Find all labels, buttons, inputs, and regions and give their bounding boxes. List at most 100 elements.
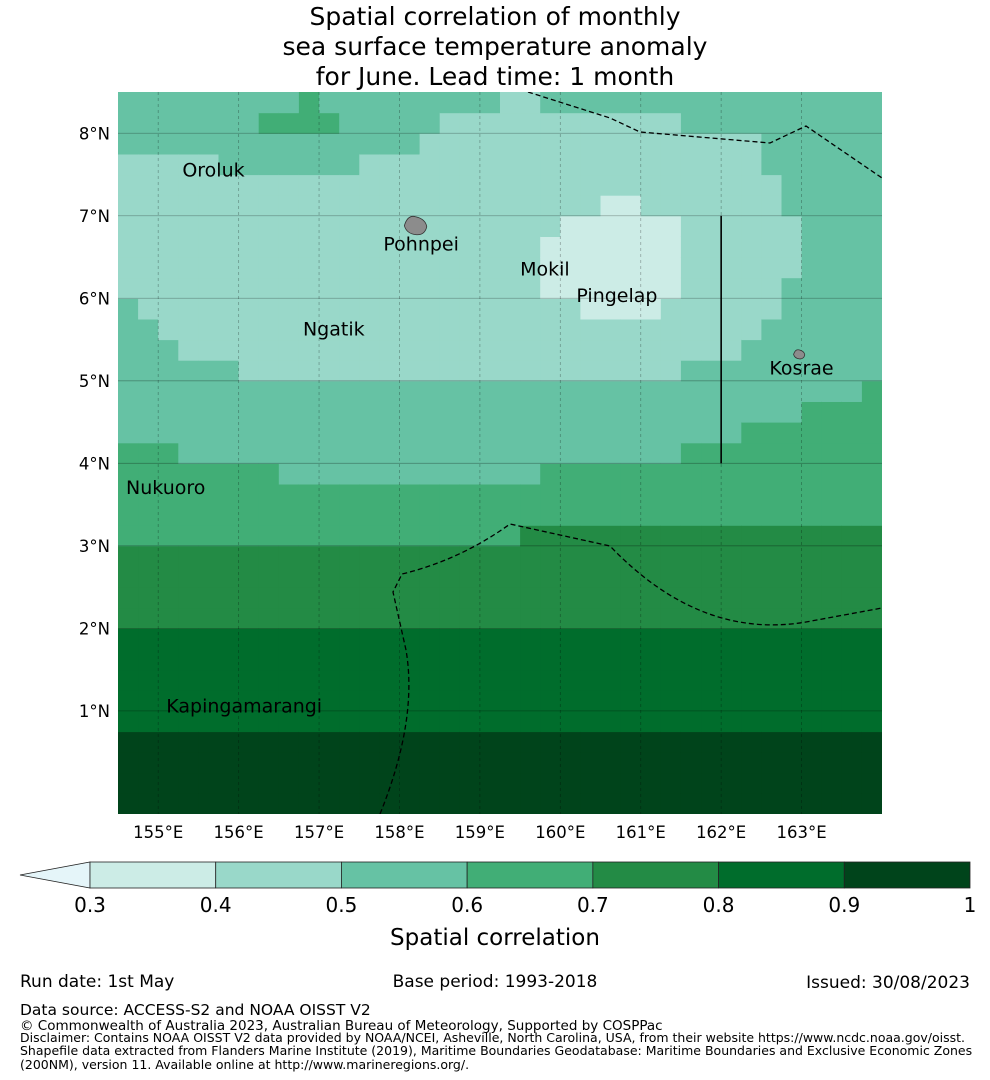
colorbar: 0.3 0.4 0.5 0.6 0.7 0.8 0.9 1 [19,861,976,917]
grid-cell [560,298,581,320]
grid-cell [841,318,863,341]
grid-cell [660,318,682,341]
grid-cell [419,649,441,671]
grid-cell [359,587,380,609]
grid-cell [479,133,501,155]
grid-cell [158,133,179,155]
grid-cell [359,545,380,567]
grid-cell [439,690,461,712]
grid-cell [319,525,340,547]
grid-cell [359,422,380,444]
grid-cell [580,772,602,794]
grid-cell [640,587,662,609]
map-area[interactable] [118,92,883,815]
y-axis-ticks: 8°N 7°N 6°N 5°N 4°N 3°N 2°N 1°N [79,124,110,721]
grid-cell [600,793,622,814]
grid-cell [660,566,682,588]
grid-cell [841,277,863,299]
grid-cell [540,607,561,629]
grid-cell [399,380,421,402]
grid-cell [821,607,843,629]
grid-cell [238,298,260,320]
grid-cell [600,752,622,774]
grid-cell [680,401,702,423]
grid-cell [680,649,702,671]
grid-cell [540,628,561,650]
grid-cell [841,504,863,526]
grid-cell [419,504,441,526]
grid-cell [379,380,401,402]
grid-cell [339,236,360,258]
grid-cell [118,215,139,237]
grid-cell [861,298,882,320]
grid-cell [600,566,622,588]
grid-cell [600,236,622,258]
grid-cell [459,215,481,237]
grid-cell [118,483,139,506]
grid-cell [500,463,521,485]
grid-cell [198,318,220,341]
grid-cell [540,690,561,712]
grid-cell [258,504,280,526]
grid-cell [520,339,541,361]
grid-cell [298,731,320,753]
grid-cell [640,257,662,279]
grid-cell [821,174,843,196]
grid-cell [580,483,602,506]
grid-cell [640,360,662,382]
grid-cell [680,422,702,444]
grid-cell [399,628,421,650]
grid-cell [560,422,581,444]
grid-cell [560,752,581,774]
grid-cell [178,422,199,444]
grid-cell [841,607,863,629]
grid-cell [721,380,742,402]
grid-cell [841,257,863,279]
grid-cell [419,545,441,567]
grid-cell [138,545,159,567]
grid-cell [861,174,882,196]
grid-cell [660,690,682,712]
grid-cell [721,731,742,753]
grid-cell [500,607,521,629]
grid-cell [258,525,280,547]
grid-cell [258,277,280,299]
grid-cell [640,669,662,691]
grid-cell [781,752,803,774]
grid-cell [861,360,882,382]
grid-cell [238,422,260,444]
grid-cell [861,463,882,485]
grid-cell [680,566,702,588]
grid-cell [580,628,602,650]
grid-cell [118,339,139,361]
grid-cell [319,257,340,279]
y-tick-label: 1°N [79,702,110,721]
grid-cell [339,690,360,712]
grid-cell [600,422,622,444]
grid-cell [640,545,662,567]
grid-cell [821,772,843,794]
grid-cell [520,92,541,114]
grid-cell [500,690,521,712]
grid-cell [560,690,581,712]
grid-cell [761,174,783,196]
grid-cell [198,587,220,609]
grid-cell [540,174,561,196]
grid-cell [439,731,461,753]
grid-cell [660,669,682,691]
grid-cell [178,690,199,712]
grid-cell [580,236,602,258]
grid-cell [118,92,139,114]
grid-cell [459,442,481,464]
grid-cell [520,401,541,423]
grid-cell [359,752,380,774]
grid-cell [841,174,863,196]
grid-cell [660,731,682,753]
grid-cell [339,463,360,485]
grid-cell [158,422,179,444]
grid-cell [741,483,762,506]
grid-cell [198,731,220,753]
grid-cell [680,628,702,650]
grid-cell [258,422,280,444]
grid-cell [459,483,481,506]
